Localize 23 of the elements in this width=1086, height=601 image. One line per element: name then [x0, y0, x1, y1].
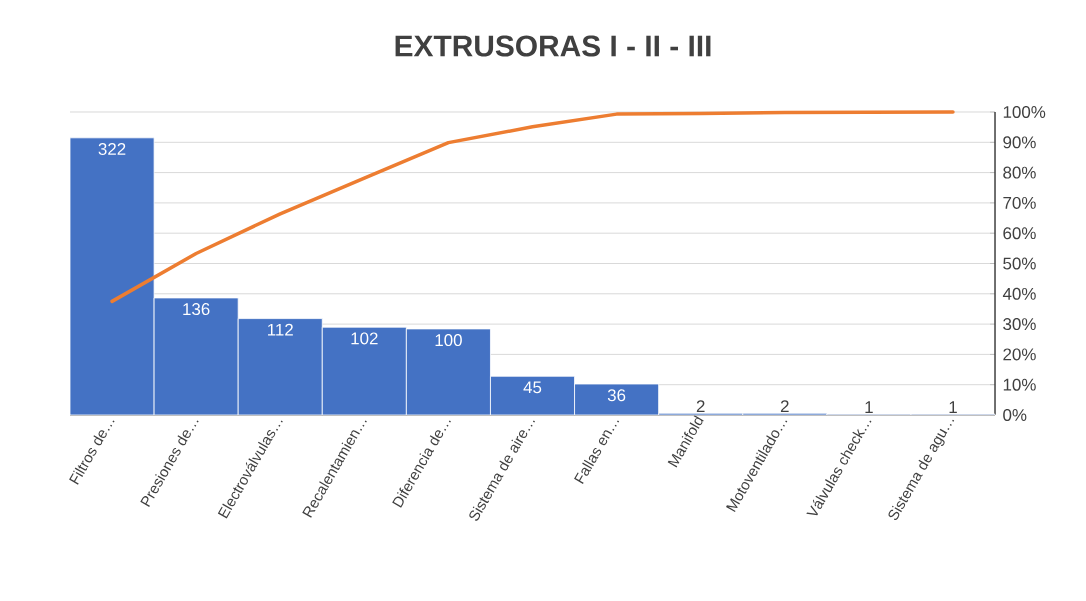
- data-label: 2: [780, 400, 789, 413]
- y2-tick-label: 20%: [1003, 348, 1036, 361]
- y2-tick-label: 100%: [1003, 106, 1046, 118]
- y2-tick-label: 10%: [1003, 378, 1036, 391]
- data-label: 45: [523, 381, 542, 394]
- data-label: 2: [696, 400, 705, 413]
- data-label: 112: [268, 323, 293, 336]
- data-label: 36: [607, 389, 626, 402]
- data-label: 1: [949, 401, 957, 413]
- y2-tick-label: 70%: [1003, 196, 1036, 209]
- data-label: 136: [183, 303, 210, 316]
- data-label: 100: [435, 334, 462, 347]
- chart-title: EXTRUSORAS I - II - III: [395, 35, 711, 57]
- data-label: 102: [351, 332, 378, 345]
- y2-tick-label: 0%: [1003, 409, 1027, 421]
- data-label: 1: [865, 401, 873, 413]
- y2-tick-label: 90%: [1003, 136, 1036, 149]
- y2-tick-label: 30%: [1003, 318, 1036, 331]
- y2-tick-label: 80%: [1003, 166, 1036, 179]
- y2-tick-label: 50%: [1003, 257, 1036, 270]
- y2-tick-label: 60%: [1003, 227, 1036, 240]
- y2-tick-label: 40%: [1002, 287, 1036, 300]
- data-label: 322: [98, 143, 126, 155]
